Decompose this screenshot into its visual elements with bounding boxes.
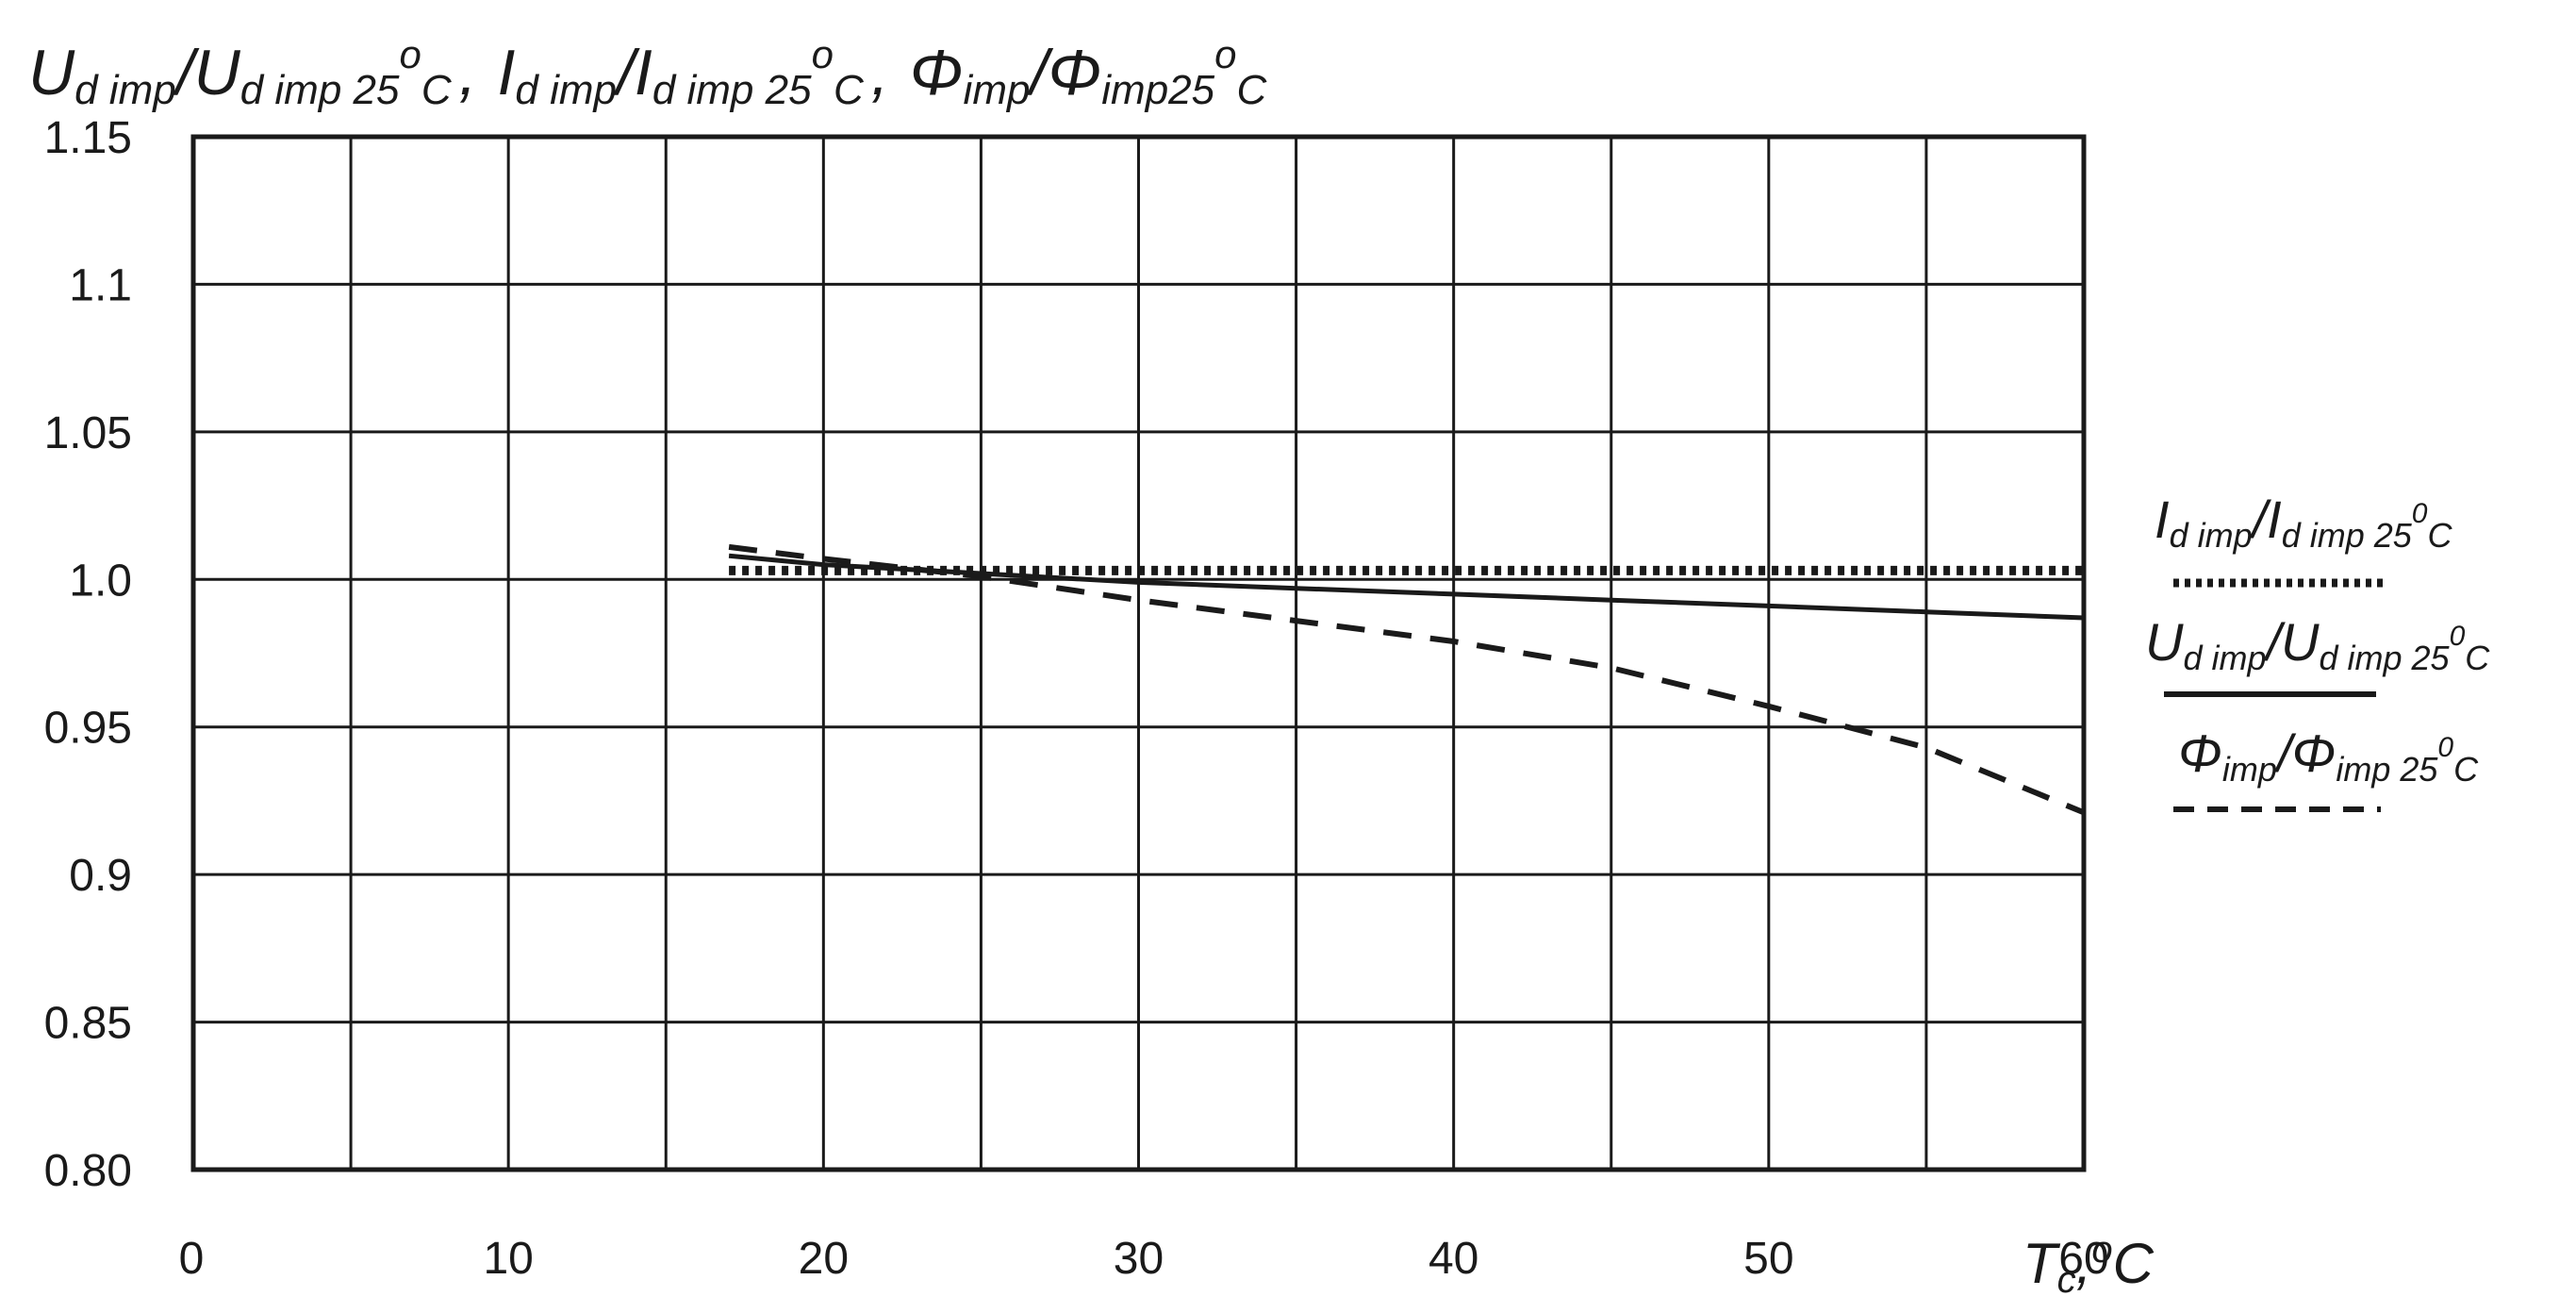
series-line-dashed xyxy=(728,543,2086,816)
title-phi-deg: o xyxy=(1214,32,1236,76)
x-tick-label: 50 xyxy=(1743,1234,1793,1284)
y-tick-label: 0.95 xyxy=(44,704,132,754)
legend-flux-den-sub: imp 25 xyxy=(2336,750,2438,789)
y-tick-label: 0.9 xyxy=(69,851,132,901)
legend-current-den: /I xyxy=(2249,490,2282,549)
x-tick-label: 30 xyxy=(1114,1234,1164,1284)
y-tick-label: 1.0 xyxy=(69,556,132,606)
legend: Id imp/Id imp 250C Ud imp/Ud imp 250C Φi… xyxy=(2145,490,2490,812)
x-axis-comma: , xyxy=(2076,1232,2092,1295)
legend-current-den-sub: d imp 25 xyxy=(2282,516,2413,555)
legend-flux-den: /Φ xyxy=(2273,723,2336,783)
legend-voltage-sub: d imp xyxy=(2183,639,2266,677)
title-i-den: /I xyxy=(613,37,652,108)
x-axis-sub: c xyxy=(2057,1259,2076,1301)
x-axis-label: Tc,oC xyxy=(2023,1229,2155,1301)
y-tick-label: 1.05 xyxy=(44,408,132,458)
title-i-deg: o xyxy=(812,32,834,76)
legend-voltage-deg: 0 xyxy=(2450,621,2466,652)
title-comma-2: , xyxy=(871,37,889,108)
legend-current-unit: C xyxy=(2427,516,2452,555)
legend-voltage-den-sub: d imp 25 xyxy=(2319,639,2450,677)
title-u-unit: C xyxy=(421,67,453,113)
legend-flux-deg: 0 xyxy=(2437,732,2453,763)
x-tick-label: 60 xyxy=(2058,1234,2108,1284)
title-phi-den: /Φ xyxy=(1026,37,1101,108)
legend-flux-main: Φ xyxy=(2178,723,2222,783)
title-u: U xyxy=(28,37,75,108)
title-u-den-sub: d imp 25 xyxy=(240,67,400,113)
series-line-solid xyxy=(728,553,2085,621)
legend-flux-sub: imp xyxy=(2222,750,2277,789)
legend-current-sub: d imp xyxy=(2170,516,2253,555)
legend-voltage-main: U xyxy=(2145,612,2184,672)
legend-flux-unit: C xyxy=(2453,750,2479,789)
legend-voltage-den: /U xyxy=(2262,612,2320,672)
y-tick-label: 0.80 xyxy=(44,1146,132,1196)
chart-title: Ud imp/Ud imp 25oC, Id imp/Id imp 25oC, Φi… xyxy=(28,32,1267,113)
legend-current-deg: 0 xyxy=(2412,498,2428,529)
title-phi-sub: imp xyxy=(964,67,1031,113)
x-axis-unit: C xyxy=(2113,1232,2155,1295)
title-phi-unit: C xyxy=(1236,67,1267,113)
x-tick-labels: 0 10 20 30 40 50 60 xyxy=(179,1234,2109,1284)
title-phi: Φ xyxy=(910,37,964,108)
x-tick-label: 10 xyxy=(483,1234,533,1284)
grid xyxy=(193,137,2084,1170)
legend-current-main: I xyxy=(2155,490,2170,549)
plot-frame xyxy=(190,134,2087,1172)
legend-voltage-unit: C xyxy=(2465,639,2490,677)
title-i-sub: d imp xyxy=(515,67,617,113)
legend-label-voltage: Ud imp/Ud imp 250C xyxy=(2145,612,2490,677)
y-tick-label: 0.85 xyxy=(44,999,132,1049)
y-tick-labels: 0.80 0.85 0.9 0.95 1.0 1.05 1.1 1.15 xyxy=(44,113,132,1196)
title-comma-1: , xyxy=(459,37,477,108)
x-tick-label: 20 xyxy=(799,1234,849,1284)
title-u-den: /U xyxy=(173,37,241,108)
legend-label-flux: Φimp/Φimp 250C xyxy=(2178,723,2479,789)
title-u-deg: o xyxy=(399,32,421,76)
title-u-sub: d imp xyxy=(74,67,176,113)
x-axis-deg: o xyxy=(2091,1229,2112,1271)
y-tick-label: 1.15 xyxy=(44,113,132,163)
y-tick-label: 1.1 xyxy=(69,260,132,310)
series-lines xyxy=(728,543,2086,816)
title-phi-den-sub: imp25 xyxy=(1101,67,1214,113)
legend-label-current: Id imp/Id imp 250C xyxy=(2155,490,2452,555)
x-axis-var: T xyxy=(2023,1232,2061,1295)
x-tick-label: 0 xyxy=(179,1234,205,1284)
title-i-unit: C xyxy=(834,67,865,113)
title-i: I xyxy=(498,37,516,108)
x-tick-label: 40 xyxy=(1428,1234,1478,1284)
title-i-den-sub: d imp 25 xyxy=(652,67,812,113)
